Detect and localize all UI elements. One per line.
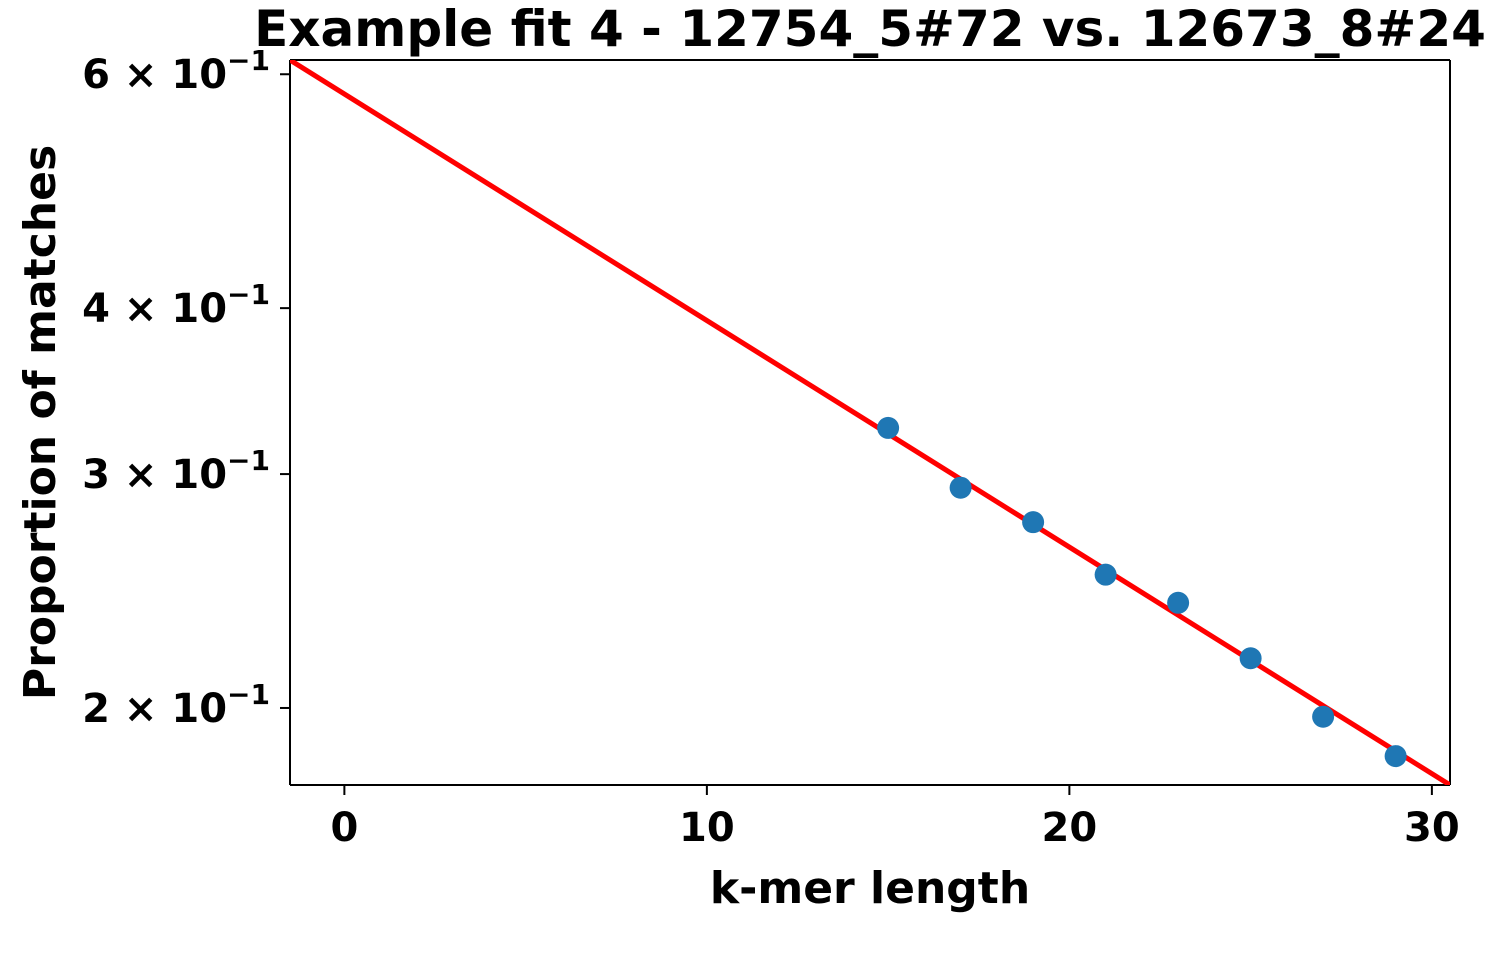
chart-container: 01020302 × 10−13 × 10−14 × 10−16 × 10−1k… bbox=[0, 0, 1485, 956]
scatter-point bbox=[877, 417, 899, 439]
x-tick-label: 30 bbox=[1404, 805, 1460, 851]
x-tick-label: 10 bbox=[679, 805, 735, 851]
chart-svg: 01020302 × 10−13 × 10−14 × 10−16 × 10−1k… bbox=[0, 0, 1485, 956]
x-axis-label: k-mer length bbox=[710, 863, 1030, 914]
scatter-point bbox=[1385, 745, 1407, 767]
scatter-point bbox=[950, 477, 972, 499]
x-tick-label: 0 bbox=[330, 805, 358, 851]
x-tick-label: 20 bbox=[1042, 805, 1098, 851]
chart-title: Example fit 4 - 12754_5#72 vs. 12673_8#2… bbox=[254, 0, 1485, 58]
scatter-point bbox=[1312, 706, 1334, 728]
scatter-point bbox=[1240, 647, 1262, 669]
scatter-point bbox=[1095, 564, 1117, 586]
scatter-point bbox=[1022, 511, 1044, 533]
scatter-point bbox=[1167, 592, 1189, 614]
y-axis-label: Proportion of matches bbox=[15, 145, 66, 700]
